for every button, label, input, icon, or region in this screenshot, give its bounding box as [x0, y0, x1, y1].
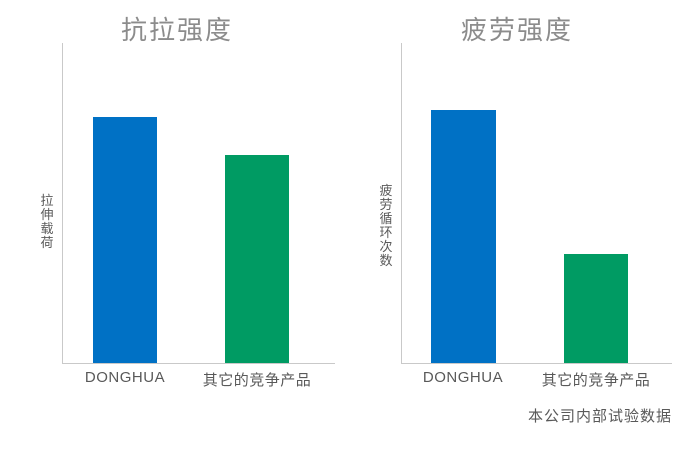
fatigue-chart-title: 疲劳强度 [460, 15, 573, 45]
fatigue-x-label-donghua: DONGHUA [422, 369, 504, 386]
fatigue-bar-competitor [564, 254, 628, 363]
fatigue-y-axis-label: 疲劳循环次数 [379, 183, 393, 268]
tensile-chart-title: 抗拉强度 [120, 15, 233, 45]
tensile-y-axis-label: 拉伸载荷 [40, 193, 54, 250]
tensile-x-label-competitor: 其它的竞争产品 [202, 372, 312, 389]
tensile-bar-donghua [93, 116, 157, 363]
fatigue-x-label-competitor: 其它的竞争产品 [541, 372, 651, 389]
fatigue-plot-area: DONGHUA 其它的竞争产品 [401, 43, 672, 389]
data-source-footnote: 本公司内部试验数据 [527, 408, 672, 425]
fatigue-bar-donghua [431, 110, 496, 363]
tensile-bar-competitor [225, 155, 289, 363]
tensile-plot-area: DONGHUA 其它的竞争产品 [62, 43, 335, 389]
tensile-x-label-donghua: DONGHUA [84, 369, 166, 386]
